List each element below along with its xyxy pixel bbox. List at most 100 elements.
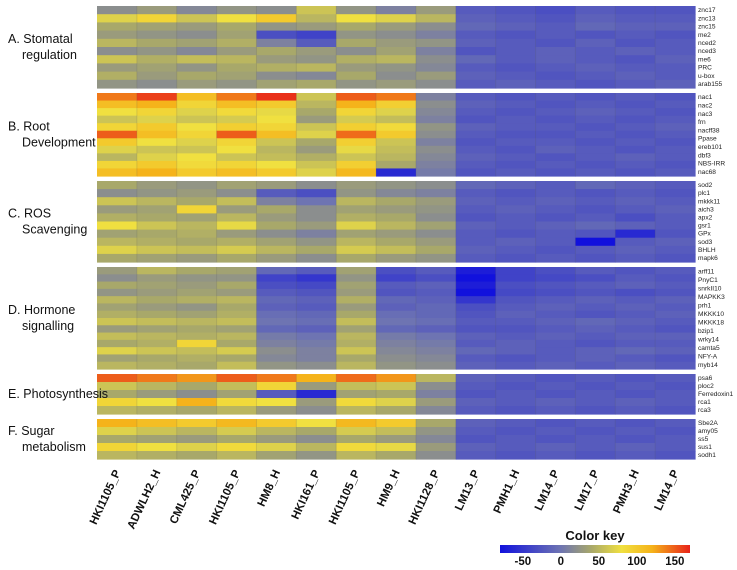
heatmap-cell — [535, 296, 576, 305]
heatmap-cell — [495, 274, 537, 283]
heatmap-cell — [615, 382, 656, 391]
heatmap-cell — [136, 296, 178, 305]
heatmap-cell — [136, 168, 178, 177]
heatmap-cell — [376, 30, 417, 40]
gene-label: Ferredoxin1 — [698, 391, 734, 398]
heatmap-cell — [256, 221, 297, 231]
heatmap-cell — [655, 47, 696, 56]
heatmap-cell — [495, 22, 537, 32]
heatmap-cell — [336, 325, 377, 334]
heatmap-cell — [415, 14, 457, 23]
heatmap-cell — [136, 245, 178, 255]
heatmap-cell — [256, 419, 297, 428]
heatmap-cell — [176, 354, 218, 363]
heatmap-cell — [376, 339, 417, 348]
heatmap-cell — [415, 310, 457, 319]
heatmap-cell — [376, 382, 417, 391]
heatmap-cell — [655, 153, 696, 162]
gene-label: arff11 — [698, 268, 715, 275]
heatmap-cell — [415, 205, 457, 214]
heatmap-cell — [336, 390, 377, 399]
heatmap-cell — [415, 296, 457, 305]
heatmap-cell — [256, 443, 297, 452]
heatmap-cell — [336, 253, 377, 263]
gene-label: me6 — [698, 56, 711, 63]
heatmap-cell — [415, 189, 457, 198]
heatmap-cell — [655, 123, 696, 132]
heatmap-cell — [655, 38, 696, 48]
heatmap-cell — [455, 419, 497, 428]
heatmap-cell — [97, 197, 138, 206]
heatmap-cell — [256, 115, 297, 124]
heatmap-cell — [216, 288, 258, 297]
heatmap-cell — [455, 325, 497, 334]
heatmap-cell — [336, 406, 377, 415]
heatmap-cell — [97, 108, 138, 117]
heatmap-cell — [376, 189, 417, 198]
heatmap-cell — [216, 347, 258, 356]
color-key-tick-label: 0 — [558, 556, 564, 565]
heatmap-cell — [256, 274, 297, 283]
column-label: PMH1_H — [492, 468, 523, 515]
column-label: HKI1105_P — [208, 468, 244, 527]
heatmap-cell — [535, 153, 576, 162]
heatmap-cell — [97, 274, 138, 283]
heatmap-cell — [495, 205, 537, 214]
heatmap-cell — [415, 325, 457, 334]
heatmap-cell — [575, 130, 616, 139]
gene-label: znc13 — [698, 15, 716, 22]
gene-label: aich3 — [698, 206, 714, 213]
heatmap-cell — [97, 93, 138, 102]
heatmap-cell — [216, 221, 258, 231]
heatmap-cell — [655, 55, 696, 64]
heatmap-cell — [176, 435, 218, 444]
heatmap-cell — [455, 427, 497, 436]
heatmap-cell — [336, 267, 377, 275]
heatmap-cell — [97, 160, 138, 170]
column-label: HKI161_P — [290, 468, 323, 521]
heatmap-cell — [455, 189, 497, 198]
heatmap-cell — [176, 130, 218, 139]
heatmap-cell — [296, 108, 337, 117]
heatmap-cell — [216, 168, 258, 177]
heatmap-cell — [495, 443, 537, 452]
heatmap-cell — [97, 435, 138, 444]
heatmap-cell — [176, 237, 218, 247]
heatmap-cell — [176, 427, 218, 436]
heatmap-cell — [415, 435, 457, 444]
heatmap-cell — [495, 130, 537, 139]
gene-label: myb14 — [698, 362, 718, 369]
heatmap-cell — [455, 332, 497, 341]
heatmap-cell — [455, 71, 497, 81]
heatmap-cell — [336, 189, 377, 198]
heatmap-cell — [296, 390, 337, 399]
heatmap-cell — [136, 318, 178, 326]
heatmap-cell — [176, 138, 218, 147]
heatmap-cell — [336, 288, 377, 297]
heatmap-cell — [296, 435, 337, 444]
heatmap-cell — [615, 93, 656, 102]
heatmap-cell — [415, 6, 457, 15]
heatmap-cell — [455, 63, 497, 73]
heatmap-cell — [176, 30, 218, 40]
gene-label: ss5 — [698, 436, 709, 443]
heatmap-cell — [216, 303, 258, 312]
heatmap-cell — [336, 310, 377, 319]
panel-label: regulation — [22, 48, 77, 62]
heatmap-cell — [376, 237, 417, 247]
heatmap-cell — [136, 30, 178, 40]
heatmap-cell — [176, 310, 218, 319]
heatmap-cell — [376, 245, 417, 255]
heatmap-cell — [495, 451, 537, 460]
heatmap-cell — [216, 6, 258, 15]
heatmap-cell — [216, 130, 258, 139]
heatmap-cell — [495, 354, 537, 363]
heatmap-cell — [136, 332, 178, 341]
heatmap-cell — [336, 443, 377, 452]
heatmap-cell — [495, 419, 537, 428]
heatmap-cell — [655, 205, 696, 214]
heatmap-cell — [176, 325, 218, 334]
heatmap-cell — [376, 47, 417, 56]
heatmap-cell — [495, 181, 537, 190]
